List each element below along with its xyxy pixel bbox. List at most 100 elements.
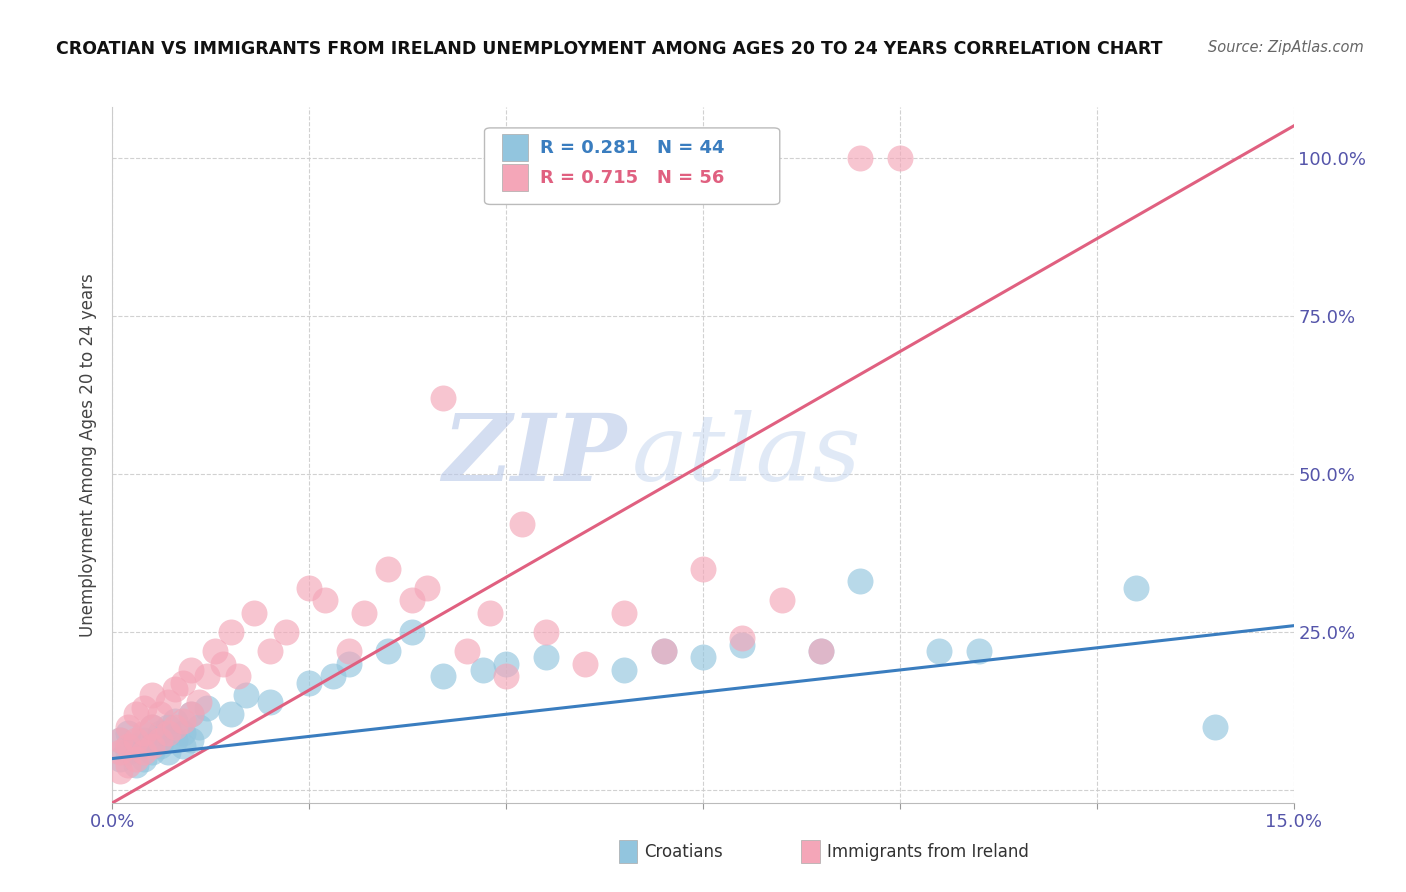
Point [195,669,218,683]
Point [132,726,155,740]
Point [731,638,754,652]
Point [132,751,155,765]
Point [377,644,399,658]
Point [928,644,950,658]
Point [110,751,132,765]
Point [401,625,423,640]
Point [141,720,163,734]
Point [156,695,179,709]
Point [432,391,454,405]
Point [117,745,139,759]
Point [125,732,148,747]
Point [613,606,636,620]
Point [314,593,336,607]
Point [322,669,344,683]
Point [117,757,139,772]
Point [125,751,148,765]
Point [204,644,226,658]
Text: CROATIAN VS IMMIGRANTS FROM IRELAND UNEMPLOYMENT AMONG AGES 20 TO 24 YEARS CORRE: CROATIAN VS IMMIGRANTS FROM IRELAND UNEM… [56,40,1163,58]
Point [274,625,297,640]
Point [132,745,155,759]
Text: Croatians: Croatians [644,843,723,861]
Point [652,644,675,658]
Point [180,707,202,722]
Point [141,739,163,753]
Point [534,625,557,640]
Point [479,606,502,620]
Point [149,739,172,753]
Point [613,663,636,677]
Point [125,707,148,722]
Point [188,695,211,709]
Point [692,562,714,576]
Point [770,593,793,607]
Point [353,606,375,620]
Point [172,739,194,753]
Point [471,663,494,677]
Point [377,562,399,576]
Bar [502,134,529,161]
Point [180,707,202,722]
Point [156,745,179,759]
Point [337,644,360,658]
Point [456,644,478,658]
Point [141,745,163,759]
Point [211,657,233,671]
Text: Source: ZipAtlas.com: Source: ZipAtlas.com [1208,40,1364,55]
Point [172,726,194,740]
Point [110,732,132,747]
Point [652,644,675,658]
Point [165,681,187,696]
Point [574,657,596,671]
Point [125,757,148,772]
Text: R = 0.715   N = 56: R = 0.715 N = 56 [540,169,724,187]
Point [967,644,990,658]
Point [172,675,194,690]
Point [149,726,172,740]
Point [110,732,132,747]
Point [172,714,194,728]
Point [298,675,321,690]
Point [165,714,187,728]
FancyBboxPatch shape [485,128,780,204]
Text: atlas: atlas [633,410,862,500]
Point [195,701,218,715]
Text: R = 0.281   N = 44: R = 0.281 N = 44 [540,139,724,157]
Point [243,606,266,620]
Point [432,669,454,683]
Point [1204,720,1226,734]
Point [149,732,172,747]
Point [495,669,517,683]
Point [165,720,187,734]
Y-axis label: Unemployment Among Ages 20 to 24 years: Unemployment Among Ages 20 to 24 years [79,273,97,637]
Point [337,657,360,671]
Point [510,517,533,532]
Point [141,720,163,734]
Point [117,739,139,753]
Point [188,720,211,734]
Point [110,764,132,779]
Point [235,688,257,702]
Point [132,701,155,715]
Point [1125,581,1147,595]
Point [495,657,517,671]
Point [149,707,172,722]
Text: ZIP: ZIP [441,410,626,500]
Point [110,745,132,759]
Point [156,720,179,734]
Point [165,732,187,747]
Point [132,732,155,747]
Point [731,632,754,646]
Point [810,644,832,658]
Point [889,151,911,165]
Bar [502,164,529,191]
Point [219,707,242,722]
Point [298,581,321,595]
Point [534,650,557,665]
Point [416,581,439,595]
Point [259,644,281,658]
Point [117,720,139,734]
Point [141,688,163,702]
Point [125,739,148,753]
Point [219,625,242,640]
